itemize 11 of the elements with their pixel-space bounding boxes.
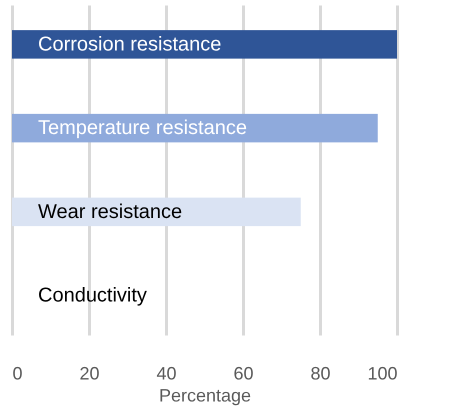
y-tick-label: Corrosion resistance bbox=[38, 33, 222, 56]
y-tick-label: Wear resistance bbox=[38, 200, 182, 223]
x-tick-label: 40 bbox=[156, 364, 177, 384]
x-tick-label: 80 bbox=[310, 364, 331, 384]
x-tick-label: 20 bbox=[79, 364, 100, 384]
y-tick-label: Conductivity bbox=[38, 284, 147, 307]
x-tick-label: 100 bbox=[367, 364, 398, 384]
x-tick-label: 0 bbox=[12, 364, 23, 384]
x-tick-label: 60 bbox=[233, 364, 254, 384]
x-axis-title: Percentage bbox=[158, 386, 252, 406]
y-tick-label: Temperature resistance bbox=[38, 117, 247, 140]
